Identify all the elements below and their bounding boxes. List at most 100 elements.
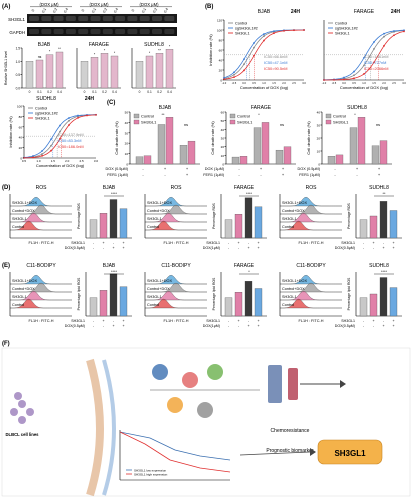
x-tick-label: 2.5 bbox=[292, 81, 296, 85]
y-tick-label: 20 bbox=[221, 145, 225, 149]
result-badge bbox=[317, 439, 383, 465]
dose-curve-point bbox=[263, 33, 265, 35]
dose-curve-point bbox=[59, 137, 61, 140]
dox-row-label: DOX (0.5μM) bbox=[106, 167, 129, 171]
flow-histogram-label: SH3GL1 bbox=[12, 295, 27, 299]
sign-label: + bbox=[122, 319, 124, 323]
sign-label: + bbox=[237, 241, 239, 245]
panel-e-bar bbox=[224, 297, 233, 317]
panel-d-bar bbox=[109, 199, 118, 239]
x-tick-label: 0.4 bbox=[167, 90, 172, 94]
significance-label: ns bbox=[280, 123, 284, 127]
x-tick-label: 1.5 bbox=[272, 81, 276, 85]
flow-histogram bbox=[10, 291, 72, 301]
blot-band bbox=[152, 29, 162, 34]
panel-d-letter: (D) bbox=[2, 185, 10, 191]
panel-c-bar bbox=[231, 156, 240, 165]
y-tick-label: 40 bbox=[221, 128, 225, 132]
panel-d-bar bbox=[99, 213, 108, 239]
panel-c-bar bbox=[261, 122, 270, 165]
blot-band bbox=[102, 16, 113, 21]
dox-sign: + bbox=[282, 166, 285, 171]
flow-histogram bbox=[10, 204, 72, 215]
condition-row-label: DOX(0.5μM) bbox=[335, 324, 355, 328]
blot-band bbox=[65, 29, 76, 34]
y-tick-label: 120 bbox=[217, 19, 222, 23]
y-tick-label: 0.0 bbox=[16, 87, 21, 91]
y-tick-label: 20 bbox=[317, 137, 321, 141]
flow-histogram-label: SH3GL1 bbox=[282, 217, 297, 221]
flow-xlabel: FL1H : FITC-H bbox=[299, 319, 324, 323]
dose-curve-point bbox=[303, 29, 305, 31]
sign-label: - bbox=[103, 324, 105, 328]
dose-curve-point bbox=[77, 114, 79, 117]
dose-curve-point bbox=[233, 71, 235, 74]
dose-curve-point bbox=[253, 46, 255, 49]
panel-c-title: FARAGE bbox=[251, 105, 272, 111]
condition-row-label: SH3GL1 bbox=[71, 319, 85, 323]
sign-label: + bbox=[392, 246, 394, 250]
legend-label: SH3GL1 low expression bbox=[134, 469, 167, 473]
panel-c-ylabel: Cell death rate (%) bbox=[306, 121, 311, 155]
y-tick-label: 30 bbox=[221, 137, 225, 141]
panel-f-frame bbox=[1, 347, 411, 497]
blot-band bbox=[115, 16, 126, 21]
x-tick-label: 0.0 bbox=[242, 81, 246, 85]
sign-label: - bbox=[113, 241, 115, 245]
dose-curve-point bbox=[253, 42, 255, 44]
legend-swatch bbox=[133, 119, 140, 125]
panel-b-xlabel: Concentration of DOX (log) bbox=[240, 85, 289, 90]
blot-band bbox=[41, 29, 52, 34]
flow-histogram-label: Control bbox=[282, 303, 294, 307]
dose-label: 0 bbox=[81, 9, 85, 13]
significance-label: ** bbox=[383, 192, 386, 196]
panel-d-bar bbox=[254, 206, 263, 239]
flow-histogram bbox=[280, 197, 342, 207]
x-tick-label: 0 bbox=[29, 90, 31, 94]
ic50-label: IC50=47.1nM bbox=[264, 60, 287, 65]
sign-label: + bbox=[102, 241, 104, 245]
x-tick-label: 0.5 bbox=[352, 81, 356, 85]
blot-band bbox=[164, 16, 175, 21]
legend-label: SH3GL1 high expression bbox=[134, 473, 168, 477]
y-tick-label: 0 bbox=[126, 163, 128, 167]
x-tick-label: 0.0 bbox=[342, 81, 346, 85]
panel-a-bar bbox=[55, 51, 64, 89]
panel-c-bar bbox=[157, 124, 166, 165]
cell-icon bbox=[10, 408, 18, 416]
legend-label: sgSH3GL1#2 bbox=[235, 27, 258, 31]
sign-label: + bbox=[372, 319, 374, 323]
pathway-node bbox=[182, 372, 198, 388]
legend-label: Control bbox=[35, 107, 47, 111]
dose-curve-point bbox=[243, 63, 245, 66]
dose-curve-point bbox=[41, 154, 43, 157]
legend-label: SH3GL1 bbox=[335, 32, 350, 36]
dox-group-label: (DOX μM) bbox=[140, 2, 160, 7]
sign-label: - bbox=[93, 324, 95, 328]
sign-label: + bbox=[257, 324, 259, 328]
pathway-node bbox=[197, 402, 213, 418]
dose-curve-point bbox=[403, 30, 405, 33]
dox-sign: + bbox=[164, 166, 167, 171]
result-badge-label: SH3GL1 bbox=[334, 449, 366, 458]
blot-band bbox=[29, 29, 39, 34]
dose-curve-point bbox=[383, 44, 385, 47]
panel-e-bar bbox=[234, 292, 243, 317]
dox-sign: + bbox=[260, 166, 263, 171]
dose-label: 0.4 bbox=[63, 7, 69, 13]
y-tick-label: 40 bbox=[219, 59, 223, 63]
dose-curve-point bbox=[233, 76, 235, 79]
panel-a-chart-title: FARAGE bbox=[89, 42, 110, 48]
flow-histogram bbox=[145, 197, 207, 207]
panel-d-bar bbox=[389, 210, 398, 239]
panel-a-bar bbox=[45, 54, 54, 89]
flow-histogram-label: SH3GL1+DOX bbox=[12, 279, 37, 283]
panel-a-chart-title: BJAB bbox=[38, 42, 51, 48]
dose-curve-point bbox=[373, 41, 375, 43]
flow-histogram bbox=[10, 282, 72, 293]
panel-a-bar bbox=[165, 49, 174, 89]
significance-label: ns bbox=[38, 55, 42, 59]
dose-label: 0.2 bbox=[102, 7, 108, 13]
survival-low bbox=[119, 431, 231, 461]
significance-label: * bbox=[149, 51, 151, 55]
